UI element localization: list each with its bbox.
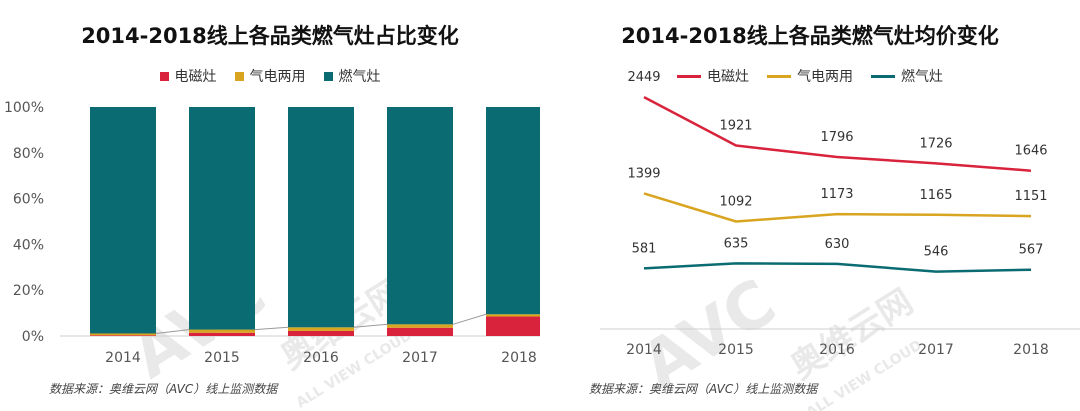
price-chart-title: 2014-2018线上各品类燃气灶均价变化: [621, 24, 999, 48]
x-tick-label: 2018: [501, 350, 537, 366]
legend-item-dual: 气电两用: [234, 66, 306, 86]
bar-segment: [288, 327, 354, 331]
data-label: 1151: [1014, 189, 1047, 204]
legend-item-dual: 气电两用: [767, 66, 853, 86]
data-label: 1921: [719, 118, 752, 133]
data-label: 635: [724, 236, 749, 251]
y-tick-label: 0%: [22, 329, 44, 345]
legend-swatch-induction: [159, 71, 169, 81]
source-note-right: 数据来源：奥维云网（AVC）线上监测数据: [589, 382, 818, 396]
legend-item-induction: 电磁灶: [677, 66, 749, 86]
legend-label-induction: 电磁灶: [707, 69, 749, 85]
bar-segment: [486, 316, 540, 336]
series-line: [643, 192, 1032, 223]
legend-label-gas: 燃气灶: [338, 69, 381, 85]
bar-segment: [288, 330, 354, 336]
legend-label-dual: 气电两用: [249, 69, 306, 85]
x-tick-label: 2016: [819, 342, 855, 358]
data-label: 1646: [1014, 144, 1047, 159]
bar-segment: [486, 314, 540, 317]
legend-item-gas: 燃气灶: [871, 66, 943, 86]
data-label: 630: [825, 237, 850, 252]
legend-label-induction: 电磁灶: [174, 69, 217, 85]
watermark-right-brand: 奥维云网: [784, 282, 921, 388]
data-label: 2449: [627, 70, 660, 85]
bar-segment: [90, 107, 156, 334]
legend-swatch-dual: [234, 71, 244, 81]
stack-connector-line: [155, 329, 190, 334]
data-label: 1165: [919, 188, 952, 203]
legend-swatch-gas: [871, 74, 895, 78]
bar-segment: [90, 333, 156, 336]
data-label: 546: [924, 245, 949, 260]
source-note-left: 数据来源：奥维云网（AVC）线上监测数据: [49, 382, 278, 396]
share-chart-title: 2014-2018线上各品类燃气灶占比变化: [81, 24, 459, 48]
data-label: 1726: [919, 136, 952, 151]
bar-segment: [288, 107, 354, 328]
x-tick-label: 2017: [918, 342, 954, 358]
bar-segment: [189, 332, 255, 336]
x-tick-label: 2016: [303, 350, 339, 366]
stack-connector-line: [353, 323, 388, 328]
legend-swatch-induction: [677, 74, 701, 78]
bar-segment: [189, 329, 255, 333]
bar-segment: [387, 324, 453, 328]
bar-segment: [387, 107, 453, 325]
x-tick-label: 2018: [1013, 342, 1049, 358]
price-chart-legend: 电磁灶 气电两用 燃气灶: [540, 66, 1080, 86]
legend-item-gas: 燃气灶: [323, 66, 381, 86]
series-line: [643, 95, 1032, 172]
data-label: 1173: [820, 187, 853, 202]
x-tick-label: 2015: [718, 342, 754, 358]
legend-swatch-dual: [767, 74, 791, 78]
legend-item-induction: 电磁灶: [159, 66, 217, 86]
y-tick-label: 80%: [13, 146, 44, 162]
bar-segment: [486, 107, 540, 315]
data-label: 1092: [719, 195, 752, 210]
legend-label-dual: 气电两用: [797, 69, 853, 85]
data-label: 581: [632, 241, 657, 256]
stack-connector-line: [452, 313, 487, 325]
data-label: 1796: [820, 130, 853, 145]
data-label: 567: [1019, 243, 1044, 258]
y-tick-label: 100%: [4, 100, 44, 116]
data-label: 1399: [627, 166, 660, 181]
x-tick-label: 2014: [626, 342, 662, 358]
price-chart-panel: AVC 奥维云网 ALL VIEW CLOUD 2449 1921 1796 1726 164…: [540, 0, 1080, 411]
stack-connector-line: [254, 326, 289, 331]
y-tick-label: 60%: [13, 192, 44, 208]
share-chart-legend: 电磁灶 气电两用 燃气灶: [0, 66, 540, 86]
legend-swatch-gas: [323, 71, 333, 81]
bar-segment: [90, 335, 156, 336]
bar-segment: [189, 107, 255, 330]
legend-label-gas: 燃气灶: [901, 69, 943, 85]
x-tick-label: 2015: [204, 350, 240, 366]
x-tick-label: 2017: [402, 350, 438, 366]
y-tick-label: 20%: [13, 283, 44, 299]
x-tick-label: 2014: [105, 350, 141, 366]
y-tick-label: 40%: [13, 237, 44, 253]
series-line: [643, 262, 1032, 273]
bar-segment: [387, 327, 453, 336]
